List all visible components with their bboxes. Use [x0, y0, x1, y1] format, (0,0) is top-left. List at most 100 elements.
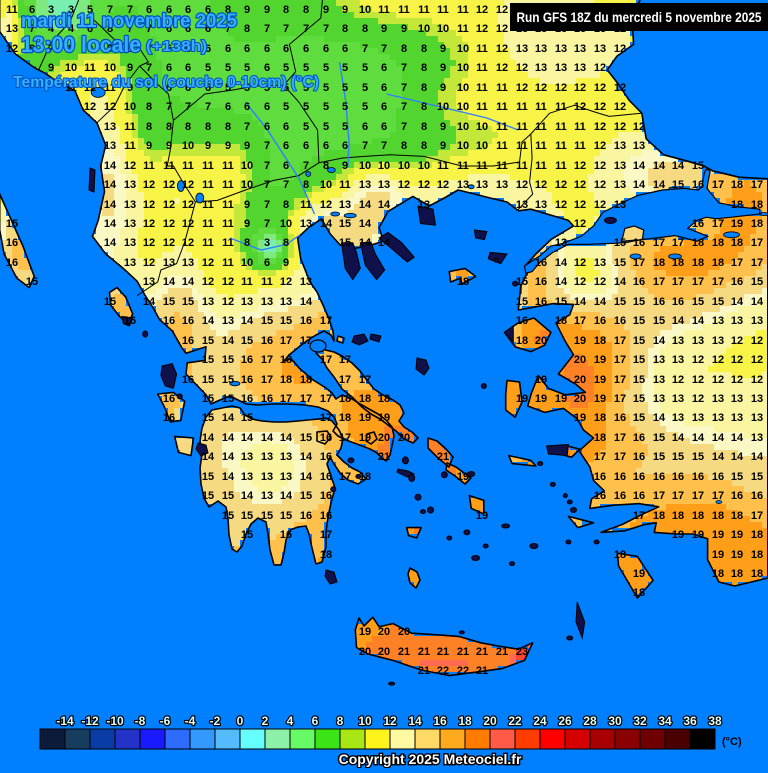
- svg-text:18: 18: [359, 471, 371, 483]
- svg-text:16: 16: [731, 276, 743, 288]
- svg-text:-14: -14: [56, 714, 74, 728]
- svg-text:11: 11: [437, 4, 449, 16]
- svg-text:19: 19: [476, 510, 488, 522]
- svg-text:10: 10: [437, 23, 449, 35]
- svg-text:15: 15: [692, 451, 704, 463]
- svg-text:14: 14: [653, 179, 666, 191]
- svg-text:7: 7: [146, 23, 152, 35]
- svg-text:10: 10: [182, 140, 194, 152]
- svg-text:11: 11: [300, 199, 312, 211]
- svg-text:34: 34: [658, 714, 672, 728]
- svg-text:11: 11: [84, 62, 96, 74]
- svg-text:13: 13: [241, 451, 253, 463]
- svg-text:13: 13: [280, 451, 292, 463]
- svg-text:16: 16: [614, 471, 626, 483]
- svg-text:16: 16: [300, 315, 312, 327]
- svg-text:8: 8: [421, 62, 427, 74]
- svg-text:16: 16: [614, 490, 626, 502]
- svg-text:21: 21: [418, 665, 430, 677]
- svg-text:12: 12: [535, 179, 547, 191]
- svg-text:18: 18: [712, 568, 724, 580]
- svg-text:13: 13: [594, 43, 606, 55]
- svg-text:14: 14: [751, 296, 764, 308]
- svg-text:21: 21: [476, 646, 488, 658]
- svg-text:12: 12: [731, 335, 743, 347]
- svg-text:18: 18: [692, 510, 704, 522]
- svg-text:9: 9: [205, 140, 211, 152]
- svg-text:15: 15: [202, 354, 214, 366]
- svg-text:16: 16: [6, 257, 18, 269]
- svg-text:0: 0: [237, 714, 244, 728]
- svg-text:8: 8: [401, 140, 407, 152]
- svg-text:19: 19: [378, 412, 390, 424]
- svg-text:11: 11: [496, 82, 508, 94]
- svg-text:11: 11: [516, 140, 528, 152]
- svg-text:15: 15: [280, 510, 292, 522]
- svg-text:14: 14: [692, 432, 705, 444]
- svg-text:7: 7: [303, 160, 309, 172]
- svg-text:11: 11: [222, 237, 234, 249]
- svg-text:12: 12: [633, 121, 645, 133]
- svg-text:16: 16: [241, 393, 253, 405]
- svg-text:5: 5: [244, 62, 250, 74]
- svg-text:8: 8: [401, 43, 407, 55]
- svg-text:10: 10: [241, 257, 253, 269]
- svg-text:3: 3: [264, 237, 270, 249]
- svg-text:12: 12: [555, 179, 567, 191]
- svg-text:6: 6: [225, 43, 231, 55]
- svg-text:19: 19: [516, 393, 528, 405]
- svg-text:15: 15: [202, 335, 214, 347]
- svg-text:13: 13: [535, 199, 547, 211]
- svg-text:12: 12: [143, 199, 155, 211]
- svg-text:19: 19: [731, 529, 743, 541]
- svg-text:5: 5: [283, 101, 289, 113]
- svg-text:16: 16: [280, 529, 292, 541]
- svg-text:12: 12: [731, 354, 743, 366]
- svg-text:13: 13: [124, 199, 136, 211]
- svg-text:6: 6: [381, 101, 387, 113]
- svg-text:10: 10: [124, 101, 136, 113]
- svg-text:11: 11: [496, 121, 508, 133]
- svg-text:14: 14: [555, 276, 568, 288]
- svg-text:14: 14: [594, 296, 607, 308]
- svg-text:12: 12: [496, 62, 508, 74]
- svg-text:18: 18: [731, 568, 743, 580]
- svg-text:13: 13: [633, 140, 645, 152]
- svg-text:9: 9: [264, 4, 270, 16]
- svg-text:6: 6: [264, 62, 270, 74]
- svg-text:12: 12: [614, 43, 626, 55]
- svg-text:8: 8: [283, 199, 289, 211]
- svg-text:11: 11: [496, 101, 508, 113]
- svg-text:16: 16: [633, 237, 645, 249]
- svg-text:12: 12: [496, 23, 508, 35]
- svg-text:-6: -6: [160, 714, 171, 728]
- svg-text:Température du sol (couche 0-1: Température du sol (couche 0-10cm) (°C): [13, 74, 319, 91]
- svg-text:11: 11: [496, 160, 508, 172]
- svg-text:12: 12: [594, 101, 606, 113]
- svg-text:11: 11: [555, 101, 567, 113]
- svg-text:12: 12: [143, 179, 155, 191]
- svg-text:11: 11: [124, 140, 136, 152]
- svg-text:13: 13: [516, 43, 528, 55]
- svg-text:12: 12: [712, 374, 724, 386]
- svg-text:5: 5: [342, 121, 348, 133]
- svg-text:17: 17: [320, 529, 332, 541]
- svg-text:12: 12: [731, 374, 743, 386]
- svg-text:6: 6: [283, 43, 289, 55]
- svg-text:14: 14: [163, 276, 176, 288]
- svg-text:8: 8: [225, 121, 231, 133]
- svg-text:17: 17: [359, 374, 371, 386]
- svg-text:11: 11: [555, 121, 567, 133]
- svg-text:5: 5: [323, 62, 329, 74]
- svg-text:13: 13: [672, 412, 684, 424]
- svg-text:13: 13: [653, 354, 665, 366]
- svg-text:7: 7: [401, 101, 407, 113]
- svg-text:12: 12: [594, 160, 606, 172]
- svg-text:16: 16: [320, 451, 332, 463]
- svg-text:13: 13: [241, 296, 253, 308]
- svg-text:9: 9: [127, 82, 133, 94]
- svg-text:19: 19: [535, 393, 547, 405]
- svg-text:15: 15: [614, 257, 626, 269]
- svg-text:6: 6: [185, 62, 191, 74]
- svg-text:17: 17: [614, 374, 626, 386]
